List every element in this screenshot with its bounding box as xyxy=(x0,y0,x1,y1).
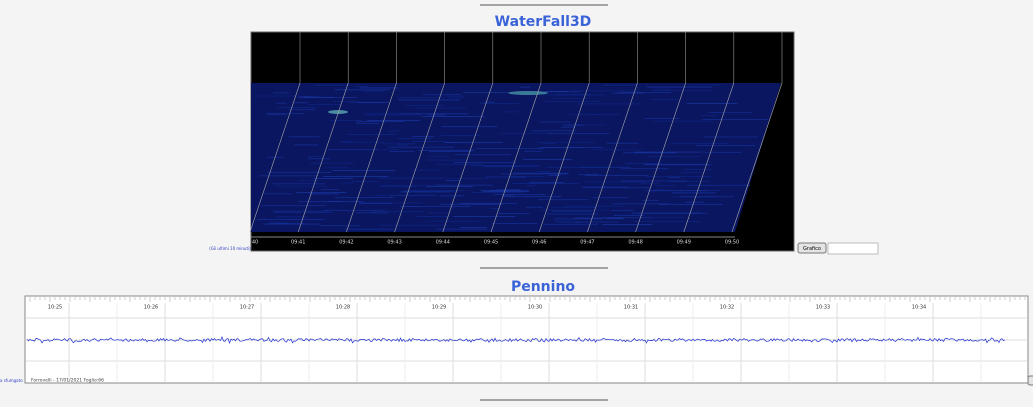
waterfall-time-label: 09:47 xyxy=(580,240,594,246)
pennino-time-label: 10:26 xyxy=(144,305,158,311)
pennino-side-note: a sfumgato xyxy=(0,378,23,383)
waterfall-time-line xyxy=(297,82,349,233)
pennino-time-label: 10:28 xyxy=(336,305,350,311)
pennino-time-label: 10:33 xyxy=(816,305,830,311)
pennino-time-label: 10:31 xyxy=(624,305,638,311)
waterfall-time-label: 09:50 xyxy=(725,240,739,246)
waterfall-panel: 40 09:41 09:42 09:43 09:44 09:45 09:46 09:47 09:… xyxy=(249,31,795,252)
waterfall-time-line xyxy=(394,82,445,233)
pennino-trace xyxy=(26,336,1006,345)
waterfall-time-label: 09:46 xyxy=(532,240,546,246)
waterfall-time-line xyxy=(346,82,397,233)
pennino-time-label: 10:30 xyxy=(528,305,542,311)
pennino-footer: Forrovelli - 17/01/2021 Foglio:66 xyxy=(31,378,104,384)
waterfall-time-line xyxy=(442,82,494,233)
waterfall-peak xyxy=(508,91,548,95)
waterfall-time-line xyxy=(587,82,638,233)
waterfall-time-line xyxy=(538,82,590,233)
waterfall-time-label: 09:45 xyxy=(484,240,498,246)
waterfall-title: WaterFall3D xyxy=(495,14,592,30)
pennino-title: Pennino xyxy=(511,279,575,295)
waterfall-time-line xyxy=(635,82,686,233)
waterfall-time-label: 09:48 xyxy=(628,240,642,246)
side-button[interactable] xyxy=(1027,375,1033,386)
pennino-panel: 10:25 10:26 10:27 10:28 10:29 10:30 10:31 10:32… xyxy=(24,295,1029,384)
waterfall-time-line xyxy=(249,82,301,233)
waterfall-time-label: 09:44 xyxy=(436,240,450,246)
pennino-time-label: 10:29 xyxy=(432,305,446,311)
pennino-time-label: 10:34 xyxy=(912,305,926,311)
pennino-time-label: 10:25 xyxy=(48,305,62,311)
waterfall-time-label: 09:41 xyxy=(291,240,305,246)
waterfall-time-label: 09:49 xyxy=(677,240,691,246)
waterfall-time-label: 09:43 xyxy=(387,240,401,246)
waterfall-time-label: 40 xyxy=(252,240,258,246)
waterfall-time-line xyxy=(731,82,783,233)
grafico-button[interactable] xyxy=(797,242,827,254)
waterfall-note: (Gli ultimi 10 minuti) xyxy=(209,246,251,251)
text-input[interactable] xyxy=(827,242,879,255)
waterfall-peak xyxy=(328,110,348,114)
grafico-button-label[interactable]: Grafico xyxy=(803,246,821,252)
pennino-time-label: 10:27 xyxy=(240,305,254,311)
waterfall-time-label: 09:42 xyxy=(339,240,353,246)
pennino-time-label: 10:32 xyxy=(720,305,734,311)
waterfall-time-line xyxy=(683,82,735,233)
waterfall-time-line xyxy=(490,82,542,233)
